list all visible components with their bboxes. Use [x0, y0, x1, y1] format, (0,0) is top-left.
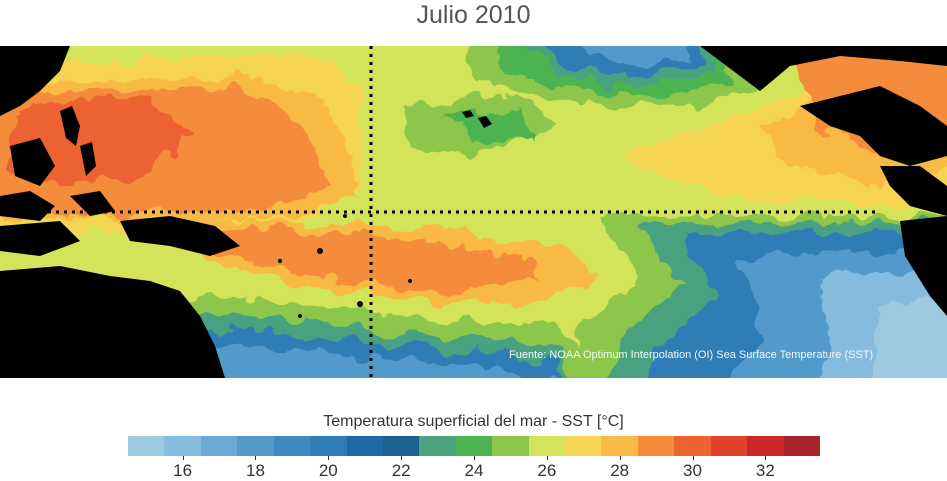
colorbar-title: Temperatura superficial del mar - SST [°… — [323, 413, 624, 430]
tick-mark — [765, 456, 767, 460]
colorbar — [128, 436, 821, 456]
colorbar-swatch — [674, 436, 711, 456]
colorbar-swatch — [164, 436, 201, 456]
colorbar-swatch — [346, 436, 383, 456]
colorbar-swatch — [237, 436, 274, 456]
colorbar-swatch — [528, 436, 566, 456]
tick-label: 26 — [537, 461, 557, 480]
tick-mark — [328, 456, 330, 460]
colorbar-swatch — [200, 436, 238, 456]
tick-mark — [401, 456, 403, 460]
source-credit: Fuente: NOAA Optimum Interpolation (OI) … — [509, 349, 874, 361]
tick-mark — [255, 456, 257, 460]
colorbar-swatch — [492, 436, 529, 456]
tick-mark — [546, 456, 548, 460]
colorbar-swatch — [382, 436, 420, 456]
colorbar-swatch — [310, 436, 347, 456]
reference-lines — [0, 46, 880, 378]
colorbar-swatch — [419, 436, 456, 456]
colorbar-swatch — [637, 436, 675, 456]
tick-label: 24 — [464, 461, 484, 480]
tick-label: 18 — [246, 461, 265, 480]
tick-label: 30 — [683, 461, 702, 480]
sst-map — [0, 46, 947, 378]
colorbar-swatch — [601, 436, 638, 456]
colorbar-swatch — [128, 436, 165, 456]
tick-mark — [619, 456, 621, 460]
colorbar-swatch — [565, 436, 602, 456]
colorbar-swatch — [710, 436, 748, 456]
colorbar-swatch — [455, 436, 493, 456]
tick-label: 22 — [391, 461, 411, 480]
tick-mark — [182, 456, 184, 460]
colorbar-ticks: 16 18 20 22 24 26 28 30 32 — [128, 456, 820, 480]
tick-label: 28 — [610, 461, 630, 480]
colorbar-swatch — [783, 436, 821, 456]
colorbar-swatch — [747, 436, 784, 456]
colorbar-swatch — [273, 436, 311, 456]
tick-mark — [474, 456, 475, 460]
tick-label: 32 — [755, 461, 775, 480]
map-title: Julio 2010 — [416, 1, 531, 29]
tick-label: 16 — [173, 461, 193, 480]
tick-mark — [692, 456, 694, 460]
tick-label: 20 — [318, 461, 338, 480]
